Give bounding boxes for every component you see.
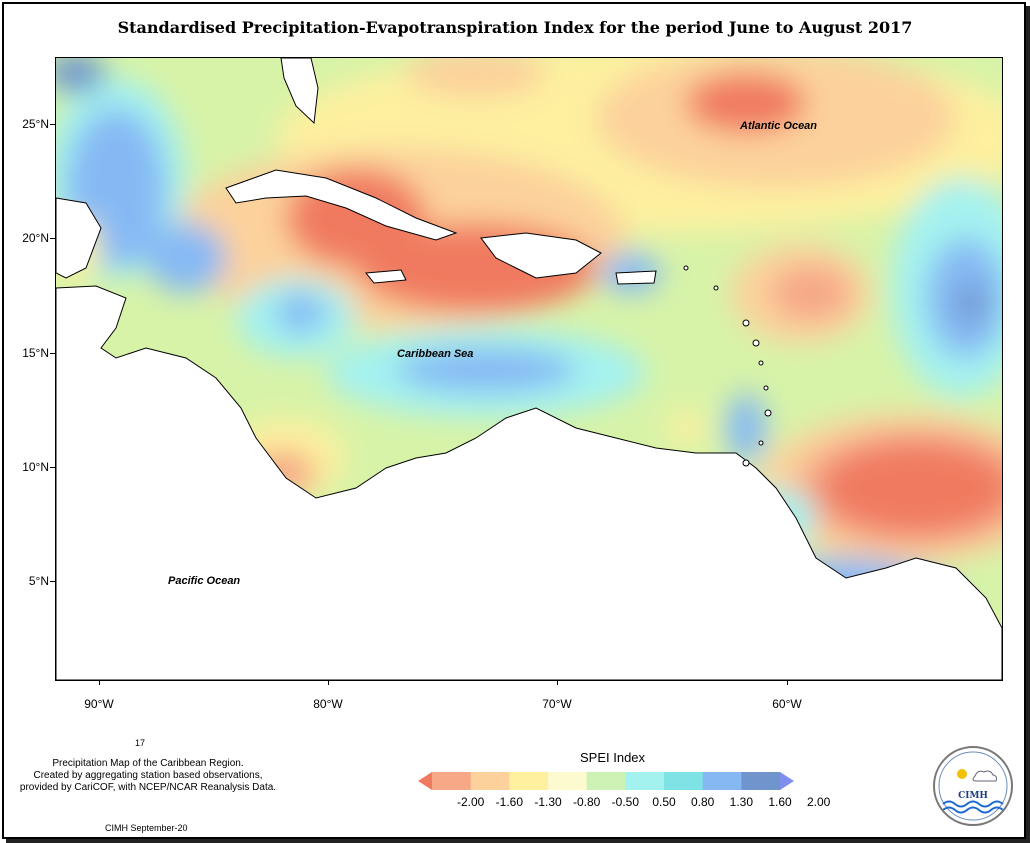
lon-tick (787, 680, 788, 685)
legend-swatches (418, 772, 794, 790)
notes-line-1: Precipitation Map of the Caribbean Regio… (52, 758, 244, 769)
label-atlantic-ocean: Atlantic Ocean (740, 120, 818, 132)
notes-line-2: Created by aggregating station based obs… (33, 770, 263, 781)
lesser-antilles (683, 265, 772, 467)
legend-swatch (509, 772, 549, 790)
legend-swatch (470, 772, 510, 790)
cimh-logo-graphic (938, 751, 1008, 821)
legend-label: -0.50 (611, 795, 640, 809)
legend-arrow-high (780, 772, 794, 790)
lat-label-25n: 25°N (22, 117, 49, 131)
legend-label: 1.30 (729, 795, 754, 809)
land-masses (56, 58, 1002, 680)
legend-label: -1.60 (495, 795, 524, 809)
logo-name: CIMH (958, 791, 988, 801)
legend-swatch (625, 772, 665, 790)
lon-label-60w: 60°W (772, 697, 802, 711)
legend-label: 1.60 (768, 795, 792, 809)
legend-swatch (741, 772, 781, 790)
data-notes: Precipitation Map of the Caribbean Regio… (8, 758, 288, 794)
legend-swatch (432, 772, 472, 790)
lon-tick (557, 680, 558, 685)
spei-map-canvas (56, 58, 1002, 680)
footnote-number: 17 (135, 738, 146, 748)
legend-color-bar (418, 772, 794, 795)
legend-swatch (664, 772, 704, 790)
spei-field (56, 58, 1002, 678)
lat-tick (50, 467, 55, 468)
legend-label: 0.50 (652, 795, 676, 809)
lat-tick (50, 353, 55, 354)
lon-label-70w: 70°W (542, 697, 572, 711)
lat-label-15n: 15°N (22, 346, 49, 360)
credit-text: CIMH September-20 (105, 823, 188, 833)
legend-label: 2.00 (806, 795, 831, 809)
lat-tick (50, 238, 55, 239)
lat-label-5n: 5°N (28, 574, 49, 588)
lon-label-90w: 90°W (84, 697, 114, 711)
cloud-icon (972, 770, 998, 782)
legend-label: 0.80 (690, 795, 715, 809)
lon-tick (99, 680, 100, 685)
lon-label-80w: 80°W (313, 697, 343, 711)
lat-tick (50, 581, 55, 582)
lat-label-10n: 10°N (22, 460, 49, 474)
lon-tick (328, 680, 329, 685)
wave-icon (942, 800, 1004, 808)
map-title: Standardised Precipitation-Evapotranspir… (117, 18, 913, 37)
legend-label: -2.00 (456, 795, 485, 809)
label-pacific-ocean: Pacific Ocean (168, 575, 241, 587)
legend-label: -0.80 (572, 795, 601, 809)
label-caribbean-sea: Caribbean Sea (397, 348, 474, 360)
legend-swatch (702, 772, 742, 790)
lat-label-20n: 20°N (22, 231, 49, 245)
spei-map (55, 57, 1003, 681)
legend-swatch (586, 772, 626, 790)
legend-arrow-low (418, 772, 432, 790)
lat-tick (50, 124, 55, 125)
legend-label: -1.30 (534, 795, 562, 809)
legend-swatch (548, 772, 588, 790)
legend-title: SPEI Index (580, 750, 646, 765)
cimh-logo: CIMH (933, 746, 1013, 826)
notes-line-3: provided by CariCOF, with NCEP/NCAR Rean… (19, 782, 277, 793)
sun-icon (957, 769, 967, 779)
